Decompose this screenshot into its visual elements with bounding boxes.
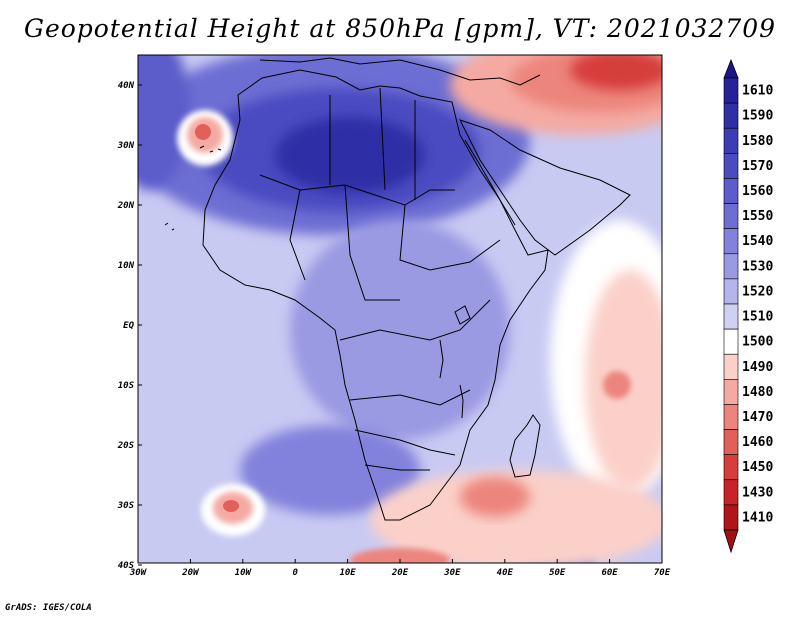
lat-label: 40S — [118, 561, 135, 571]
lon-label: 20E — [391, 568, 409, 578]
colorbar-swatch — [723, 102, 739, 129]
europe-coast — [259, 57, 541, 86]
lat-axis: 40N 30N 20N 10N EQ 10S 20S 30S 40S — [117, 81, 142, 571]
colorbar-swatch — [723, 178, 739, 204]
lon-label: 10E — [339, 568, 356, 578]
africa-coastline — [202, 69, 549, 521]
colorbar-swatch — [723, 353, 739, 380]
lat-label: 10N — [118, 261, 135, 271]
border-6 — [349, 389, 471, 406]
lat-label: 20N — [117, 201, 135, 211]
lon-label: 60E — [601, 568, 618, 578]
colorbar-swatch — [723, 429, 739, 455]
colorbar-label: 1530 — [742, 259, 773, 274]
lon-label: 20W — [181, 568, 200, 578]
colorbar-swatch — [723, 454, 739, 481]
colorbar-swatch — [723, 253, 739, 280]
lat-label: 30S — [117, 501, 135, 511]
border-4 — [399, 204, 501, 271]
red-sea — [464, 139, 516, 226]
cape-verde — [164, 222, 175, 231]
lon-label: 30W — [129, 568, 148, 578]
border-7 — [354, 429, 456, 456]
colorbar-swatch — [723, 77, 739, 104]
lat-label: 20S — [117, 441, 135, 451]
colorbar-swatch — [723, 379, 739, 405]
lake-malawi — [459, 384, 464, 419]
border-5 — [339, 299, 491, 341]
field-so-pink — [370, 470, 662, 563]
border-8 — [364, 464, 430, 471]
height-field — [138, 55, 662, 563]
colorbar-label: 1520 — [742, 284, 773, 299]
field-south-low — [350, 548, 450, 563]
colorbar-label: 1480 — [742, 385, 773, 400]
colorbar: 1610 1590 1580 1570 1560 1550 1540 1530 1520 1510… — [723, 58, 773, 554]
field-high-core — [275, 117, 425, 193]
grads-credit: GrADS: IGES/COLA — [5, 603, 92, 613]
colorbar-top-arrow — [723, 58, 739, 79]
border-3 — [289, 184, 400, 301]
lon-label: 30E — [443, 568, 461, 578]
field-ne-low-core — [570, 55, 662, 90]
coastlines — [164, 57, 631, 521]
lon-label: 50E — [549, 568, 566, 578]
lat-label: EQ — [123, 321, 134, 331]
colorbar-label: 1550 — [742, 209, 773, 224]
colorbar-label: 1470 — [742, 410, 773, 425]
colorbar-swatch — [723, 278, 739, 305]
field-south-atlantic — [240, 425, 420, 515]
canary-islands — [199, 145, 222, 153]
colorbar-swatch — [723, 479, 739, 506]
colorbar-label: 1560 — [742, 184, 773, 199]
lat-label: 30N — [117, 141, 135, 151]
lake-tanganyika — [439, 339, 444, 379]
lon-label: 0 — [292, 568, 298, 578]
arabia — [459, 119, 631, 256]
lat-label: 40N — [118, 81, 135, 91]
border-1 — [259, 174, 455, 206]
colorbar-label: 1590 — [742, 109, 773, 124]
field-canary-core — [195, 124, 211, 140]
lon-label: 70E — [654, 568, 671, 578]
colorbar-label: 1570 — [742, 159, 773, 174]
colorbar-label: 1580 — [742, 134, 773, 149]
colorbar-swatch — [723, 404, 739, 430]
colorbar-label: 1500 — [742, 335, 773, 350]
colorbar-swatch — [723, 127, 739, 154]
colorbar-label: 1410 — [742, 510, 773, 525]
colorbar-swatch — [723, 203, 739, 229]
lat-label: 10S — [118, 381, 135, 391]
colorbar-label: 1430 — [742, 485, 773, 500]
lon-axis: 30W 20W 10W 0 10E 20E 30E 40E 50E 60E 70E — [129, 559, 671, 578]
colorbar-swatch — [723, 328, 739, 355]
colorbar-swatch — [723, 504, 739, 531]
field-central — [290, 220, 510, 440]
field-satl-core — [223, 500, 239, 512]
madagascar — [509, 414, 541, 478]
colorbar-label: 1610 — [742, 84, 773, 99]
field-io-low — [603, 371, 631, 399]
lake-victoria — [454, 305, 471, 325]
field-so-low — [460, 477, 530, 517]
field-nw — [138, 55, 190, 190]
border-2 — [329, 87, 416, 200]
colorbar-bottom-arrow — [723, 529, 739, 554]
lon-label: 40E — [497, 568, 514, 578]
lon-label: 10W — [235, 568, 253, 578]
colorbar-label: 1510 — [742, 310, 773, 325]
colorbar-swatch — [723, 153, 739, 179]
map-title: Geopotential Height at 850hPa [gpm], VT:… — [23, 14, 777, 43]
colorbar-label: 1460 — [742, 435, 773, 450]
colorbar-label: 1450 — [742, 460, 773, 475]
colorbar-swatch — [723, 303, 739, 330]
colorbar-label: 1490 — [742, 360, 773, 375]
colorbar-swatch — [723, 228, 739, 255]
colorbar-label: 1540 — [742, 234, 773, 249]
